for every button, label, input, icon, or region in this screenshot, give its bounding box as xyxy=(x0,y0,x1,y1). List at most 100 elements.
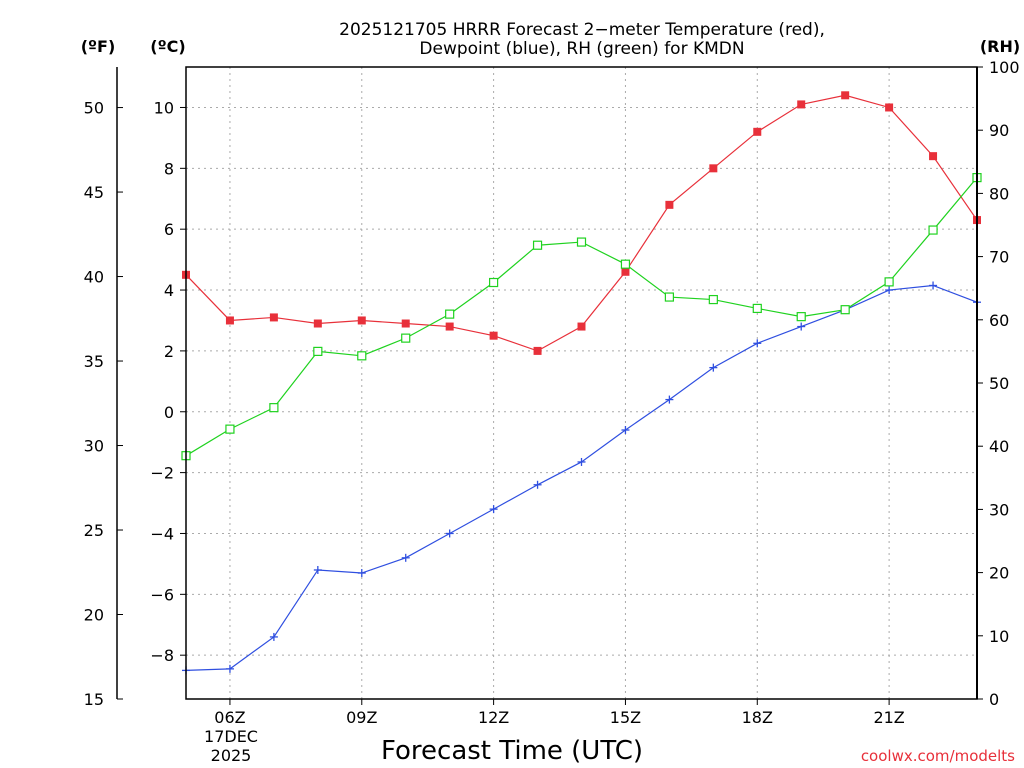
celsius-tick-label: −6 xyxy=(150,585,174,604)
temperature-point xyxy=(665,200,674,209)
temperature-point xyxy=(709,164,718,173)
rh-point xyxy=(445,309,455,319)
grid-layer xyxy=(186,67,977,699)
chart-title-line-1: 2025121705 HRRR Forecast 2−meter Tempera… xyxy=(339,20,825,40)
celsius-unit-label: (ºC) xyxy=(150,37,185,56)
rh-tick-label: 10 xyxy=(989,627,1009,646)
temperature-point xyxy=(577,322,586,331)
rh-tick-label: 50 xyxy=(989,374,1009,393)
celsius-tick-label: −8 xyxy=(150,646,174,665)
rh-point xyxy=(401,333,411,343)
dewpoint-point xyxy=(533,480,542,489)
dewpoint-point xyxy=(401,553,410,562)
dewpoint-point xyxy=(313,565,322,574)
celsius-tick-label: 4 xyxy=(164,281,174,300)
temperature-point xyxy=(445,322,454,331)
dewpoint-point xyxy=(577,457,586,466)
fahrenheit-tick-label: 45 xyxy=(84,183,104,202)
rh-tick-label: 100 xyxy=(989,58,1020,77)
rh-tick-label: 60 xyxy=(989,311,1009,330)
rh-point xyxy=(620,259,631,269)
fahrenheit-tick-label: 50 xyxy=(84,99,104,118)
series-layer xyxy=(181,91,982,675)
rh-point xyxy=(840,305,850,315)
temperature-line xyxy=(185,94,978,352)
rh-tick-label: 80 xyxy=(989,184,1009,203)
dewpoint-point xyxy=(269,632,278,641)
rh-point xyxy=(357,351,367,361)
temperature-point xyxy=(225,316,234,325)
dewpoint-point xyxy=(929,281,938,290)
rh-point xyxy=(532,240,543,250)
fahrenheit-unit-label: (ºF) xyxy=(81,37,116,56)
x-tick-label: 18Z xyxy=(742,708,773,727)
x-tick-label: 09Z xyxy=(346,708,377,727)
rh-point xyxy=(664,292,674,302)
temperature-point xyxy=(401,319,410,328)
fahrenheit-tick-label: 30 xyxy=(84,437,104,456)
rh-point xyxy=(928,225,938,235)
fahrenheit-tick-label: 35 xyxy=(84,352,104,371)
rh-point xyxy=(269,403,279,413)
celsius-tick-label: 6 xyxy=(164,220,174,239)
rh-tick-label: 30 xyxy=(989,500,1009,519)
dewpoint-point xyxy=(885,286,894,295)
rh-tick-label: 90 xyxy=(989,121,1009,140)
temperature-point xyxy=(753,127,762,136)
rh-tick-label: 20 xyxy=(989,564,1009,583)
rh-tick-label: 0 xyxy=(989,690,999,709)
dewpoint-point xyxy=(797,322,806,331)
celsius-tick-label: 0 xyxy=(164,403,174,422)
temperature-point xyxy=(489,331,498,340)
x-tick-label: 06Z xyxy=(214,708,245,727)
dewpoint-point xyxy=(489,505,498,514)
rh-point xyxy=(884,277,894,287)
x-axis-title: Forecast Time (UTC) xyxy=(381,736,643,766)
rh-point xyxy=(708,294,718,305)
celsius-tick-label: −4 xyxy=(150,524,174,543)
site-credit: coolwx.com/modelts xyxy=(861,747,1015,765)
temperature-point xyxy=(313,319,322,328)
dewpoint-point xyxy=(709,363,718,372)
chart-title-line-2: Dewpoint (blue), RH (green) for KMDN xyxy=(419,39,744,59)
x-tick-label: 15Z xyxy=(610,708,641,727)
celsius-tick-label: −2 xyxy=(150,464,174,483)
date-label-year: 2025 xyxy=(211,746,252,765)
rh-point xyxy=(752,303,762,314)
rh-point xyxy=(489,277,499,288)
rh-point xyxy=(225,424,235,434)
dewpoint-point xyxy=(225,664,234,673)
rh-unit-label: (RH) xyxy=(980,37,1020,56)
dewpoint-point xyxy=(665,395,674,404)
dewpoint-point xyxy=(445,529,454,538)
axes-layer: 06Z 09Z 12Z 15Z 18Z 21Z −8 −6 −4 −2 0 2 4 6 8 10 15 20 25 3… xyxy=(84,58,1020,727)
rh-point xyxy=(313,346,323,356)
temperature-point xyxy=(357,316,366,325)
fahrenheit-tick-label: 15 xyxy=(84,690,104,709)
dewpoint-point xyxy=(753,339,762,348)
fahrenheit-tick-label: 40 xyxy=(84,268,104,287)
rh-point xyxy=(576,237,587,247)
rh-point xyxy=(796,312,806,322)
plot-frame xyxy=(185,66,978,700)
x-tick-label: 21Z xyxy=(873,708,904,727)
fahrenheit-tick-label: 20 xyxy=(84,606,104,625)
dewpoint-line xyxy=(185,284,978,671)
rh-tick-label: 40 xyxy=(989,437,1009,456)
rh-tick-label: 70 xyxy=(989,248,1009,267)
temperature-point xyxy=(797,100,806,109)
date-label-day: 17DEC xyxy=(204,727,258,746)
temperature-point xyxy=(621,267,630,276)
temperature-point xyxy=(841,91,850,100)
celsius-tick-label: 10 xyxy=(154,98,174,117)
temperature-point xyxy=(269,313,278,322)
dewpoint-point xyxy=(357,569,366,578)
celsius-tick-label: 2 xyxy=(164,342,174,361)
fahrenheit-tick-label: 25 xyxy=(84,521,104,540)
temperature-point xyxy=(533,346,542,355)
temperature-point xyxy=(929,152,938,161)
temperature-point xyxy=(885,103,894,112)
celsius-tick-label: 8 xyxy=(164,159,174,178)
rh-line xyxy=(185,177,978,457)
